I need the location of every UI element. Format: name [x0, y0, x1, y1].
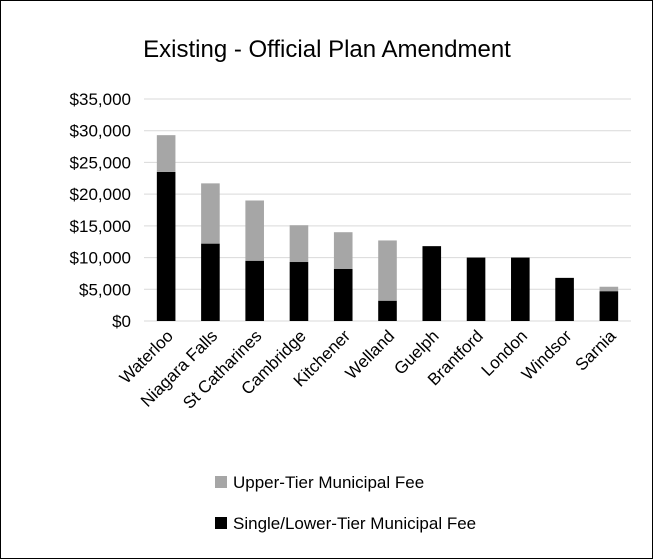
y-tick-label: $10,000 [70, 249, 131, 268]
legend-label-lower-tier: Single/Lower-Tier Municipal Fee [233, 514, 476, 533]
y-tick-label: $0 [112, 312, 131, 331]
bar-lower-tier [245, 260, 264, 321]
bar-upper-tier [201, 183, 220, 244]
bar-upper-tier [333, 232, 353, 269]
y-tick-label: $30,000 [70, 122, 131, 141]
bar-lower-tier [422, 246, 442, 321]
bar-lower-tier [378, 300, 397, 321]
legend-swatch-lower-tier [215, 517, 227, 529]
bar-upper-tier [289, 225, 309, 263]
y-tick-label: $25,000 [70, 153, 131, 172]
bar-upper-tier [599, 286, 619, 292]
bar-lower-tier [333, 268, 353, 321]
bar-lower-tier [599, 291, 619, 321]
legend: Upper-Tier Municipal Fee Single/Lower-Tie… [215, 473, 476, 533]
x-tick-label: Sarnia [572, 326, 621, 375]
bar-lower-tier [156, 171, 176, 321]
x-tick-label: Welland [342, 326, 399, 383]
x-tick-label: Windsor [518, 326, 576, 384]
bar-upper-tier [245, 200, 264, 261]
bar-lower-tier [555, 277, 574, 321]
bar-lower-tier [466, 257, 486, 321]
y-tick-label: $15,000 [70, 217, 131, 236]
bar-lower-tier [511, 257, 530, 321]
legend-swatch-upper-tier [215, 476, 227, 488]
y-tick-label: $5,000 [79, 280, 131, 299]
y-axis-tick-labels: $0 $5,000 $10,000 $15,000 $20,000 $25,000 $30,… [70, 90, 131, 331]
bars [156, 135, 619, 321]
bar-lower-tier [289, 262, 309, 321]
y-tick-label: $20,000 [70, 185, 131, 204]
chart-title: Existing - Official Plan Amendment [143, 36, 511, 63]
legend-label-upper-tier: Upper-Tier Municipal Fee [233, 473, 424, 492]
bar-lower-tier [201, 243, 220, 321]
y-tick-label: $35,000 [70, 90, 131, 109]
bar-upper-tier [378, 240, 397, 301]
bar-upper-tier [156, 135, 176, 172]
